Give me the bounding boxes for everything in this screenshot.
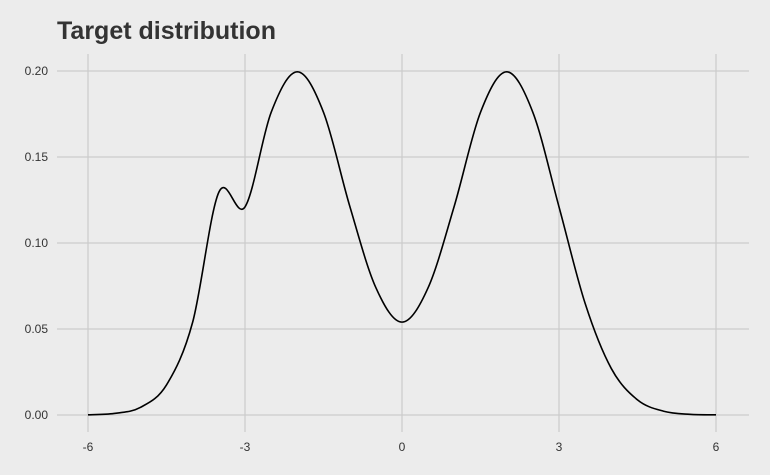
- x-tick-label: -3: [240, 440, 251, 454]
- chart-title: Target distribution: [57, 17, 276, 45]
- y-tick-label: 0.15: [25, 150, 49, 164]
- series: [87, 71, 717, 416]
- grid: [57, 54, 749, 432]
- x-tick-label: 0: [399, 440, 406, 454]
- y-tick-label: 0.00: [25, 408, 49, 422]
- y-tick-label: 0.20: [25, 64, 49, 78]
- x-tick-label: -6: [83, 440, 94, 454]
- x-tick-label: 6: [713, 440, 720, 454]
- y-tick-label: 0.05: [25, 322, 49, 336]
- tick-labels: 0.00 0.05 0.10 0.15 0.20 -6 -3 0 3 6: [25, 64, 720, 454]
- density-line: [87, 71, 717, 416]
- y-tick-label: 0.10: [25, 236, 49, 250]
- x-tick-label: 3: [556, 440, 563, 454]
